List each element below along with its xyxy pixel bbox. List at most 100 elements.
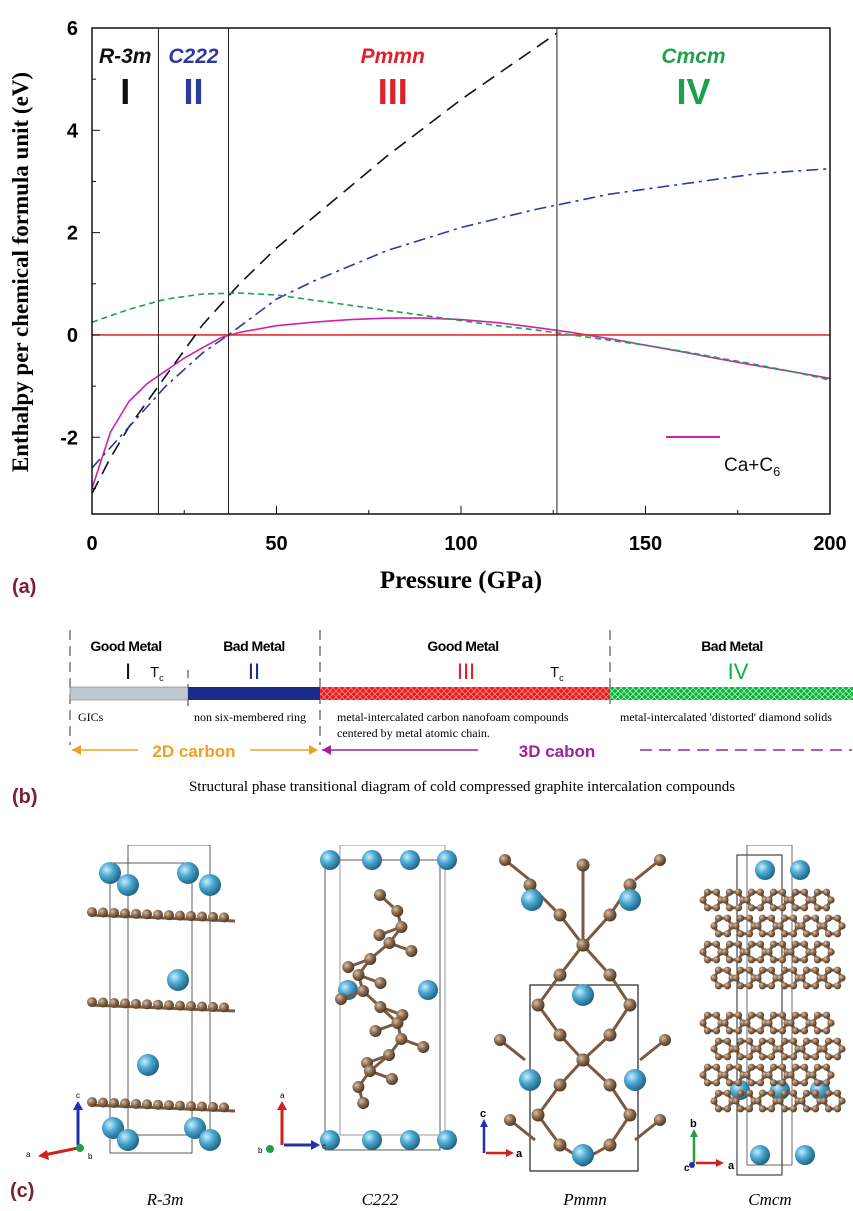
x-tick-label: 0	[86, 533, 97, 555]
carbon-atom	[712, 1027, 721, 1035]
carbon-atom	[811, 914, 820, 922]
carbon-atom	[208, 911, 218, 922]
carbon-atom	[776, 1045, 784, 1053]
carbon-atom	[798, 974, 806, 982]
tc-label-i: Tc	[150, 664, 164, 683]
carbon-atom	[342, 961, 355, 973]
carbon-atom	[417, 1041, 430, 1053]
carbon-atom	[712, 956, 721, 964]
carbon-atom	[186, 1001, 196, 1012]
carbon-atom	[710, 1097, 718, 1105]
carbon-atom	[813, 904, 822, 912]
calcium-atom	[519, 1069, 541, 1091]
carbon-atom	[703, 904, 712, 912]
carbon-atom	[756, 1063, 765, 1071]
carbon-atom	[164, 910, 174, 921]
carbon-atom	[800, 1063, 809, 1071]
carbon-atom	[723, 982, 732, 990]
carbon-atom	[765, 896, 773, 904]
carbon-atom	[813, 1011, 822, 1019]
carbon-atom	[714, 1089, 723, 1097]
carbon-atom	[603, 1028, 617, 1042]
carbon-atom	[553, 968, 567, 982]
carbon-atom	[721, 1071, 729, 1079]
carbon-atom	[714, 982, 723, 990]
carbon-atom	[363, 1065, 376, 1077]
carbon-atom	[603, 968, 617, 982]
carbon-atom	[791, 1027, 800, 1035]
carbon-atom	[813, 956, 822, 964]
carbon-atom	[758, 1105, 767, 1113]
carbon-atom	[374, 1001, 387, 1013]
calcium-atom	[521, 889, 543, 911]
phase-numeral-label: III	[378, 71, 408, 112]
phase-bar-iv	[610, 687, 853, 700]
carbon-atom	[391, 1017, 404, 1029]
carbon-atom	[838, 974, 846, 982]
carbon-atom	[813, 1079, 822, 1087]
calcium-atom	[177, 862, 199, 884]
carbon-atom	[87, 1097, 97, 1108]
carbon-atom	[824, 982, 833, 990]
carbon-atom	[747, 940, 756, 948]
carbon-atom	[754, 1097, 762, 1105]
carbon-atom	[109, 1097, 119, 1108]
series-line-2	[92, 32, 558, 494]
carbon-atom	[576, 858, 590, 872]
axis-triad-cmcm: b c a	[684, 1118, 735, 1174]
carbon-atom	[120, 1098, 130, 1109]
carbon-atom	[385, 1073, 398, 1085]
carbon-atom	[732, 1045, 740, 1053]
carbon-atom	[734, 956, 743, 964]
carbon-atom	[798, 1045, 806, 1053]
carbon-atom	[800, 904, 809, 912]
carbon-atom	[131, 1098, 141, 1109]
carbon-atom	[827, 948, 835, 956]
carbon-atom	[523, 878, 537, 892]
segment-desc-ii: non six-membered ring	[194, 710, 306, 724]
carbon-atom	[723, 1105, 732, 1113]
carbon-atom	[395, 1033, 408, 1045]
carbon-atom	[710, 922, 718, 930]
carbon-atom	[800, 888, 809, 896]
carbon-atom	[824, 1089, 833, 1097]
carbon-atom	[791, 956, 800, 964]
carbon-atom	[798, 922, 806, 930]
carbon-atom	[732, 974, 740, 982]
carbon-atom	[802, 1053, 811, 1061]
carbon-atom	[723, 1053, 732, 1061]
carbon-atom	[714, 1053, 723, 1061]
carbon-atom	[780, 966, 789, 974]
carbon-atom	[838, 1097, 846, 1105]
calcium-atom	[619, 889, 641, 911]
carbon-atom	[654, 854, 666, 866]
calcium-atom	[137, 1054, 159, 1076]
carbon-atom	[654, 1114, 666, 1126]
carbon-atom	[109, 907, 119, 918]
carbon-atom	[827, 896, 835, 904]
phase-space-group-label: C222	[168, 45, 219, 68]
panel-label-b: (b)	[12, 786, 38, 808]
carbon-atom	[734, 1063, 743, 1071]
carbon-atom	[383, 937, 396, 949]
carbon-atom	[765, 948, 773, 956]
carbon-atom	[714, 966, 723, 974]
phase-diagram-caption: Structural phase transitional diagram of…	[189, 779, 735, 795]
carbon-atom	[734, 1011, 743, 1019]
carbon-atom	[809, 1071, 817, 1079]
carbon-atom	[736, 1105, 745, 1113]
segment-title-iv: Bad Metal	[701, 638, 763, 654]
y-tick-label: -2	[60, 427, 78, 449]
carbon-atom	[802, 930, 811, 938]
carbon-atom	[767, 982, 776, 990]
carbon-atom	[736, 1053, 745, 1061]
carbon-atom	[800, 1027, 809, 1035]
carbon-atom	[87, 907, 97, 918]
carbon-atom	[758, 982, 767, 990]
carbon-atom	[714, 1105, 723, 1113]
carbon-atom	[769, 888, 778, 896]
carbon-atom	[747, 1011, 756, 1019]
x-tick-label: 100	[444, 533, 477, 555]
calcium-atom	[572, 984, 594, 1006]
carbon-atom	[712, 1011, 721, 1019]
